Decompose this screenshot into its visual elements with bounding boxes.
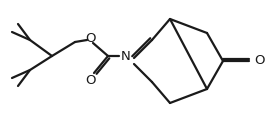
Text: O: O bbox=[254, 55, 264, 67]
Text: O: O bbox=[85, 31, 95, 45]
Text: O: O bbox=[86, 73, 96, 86]
Text: N: N bbox=[121, 50, 131, 62]
